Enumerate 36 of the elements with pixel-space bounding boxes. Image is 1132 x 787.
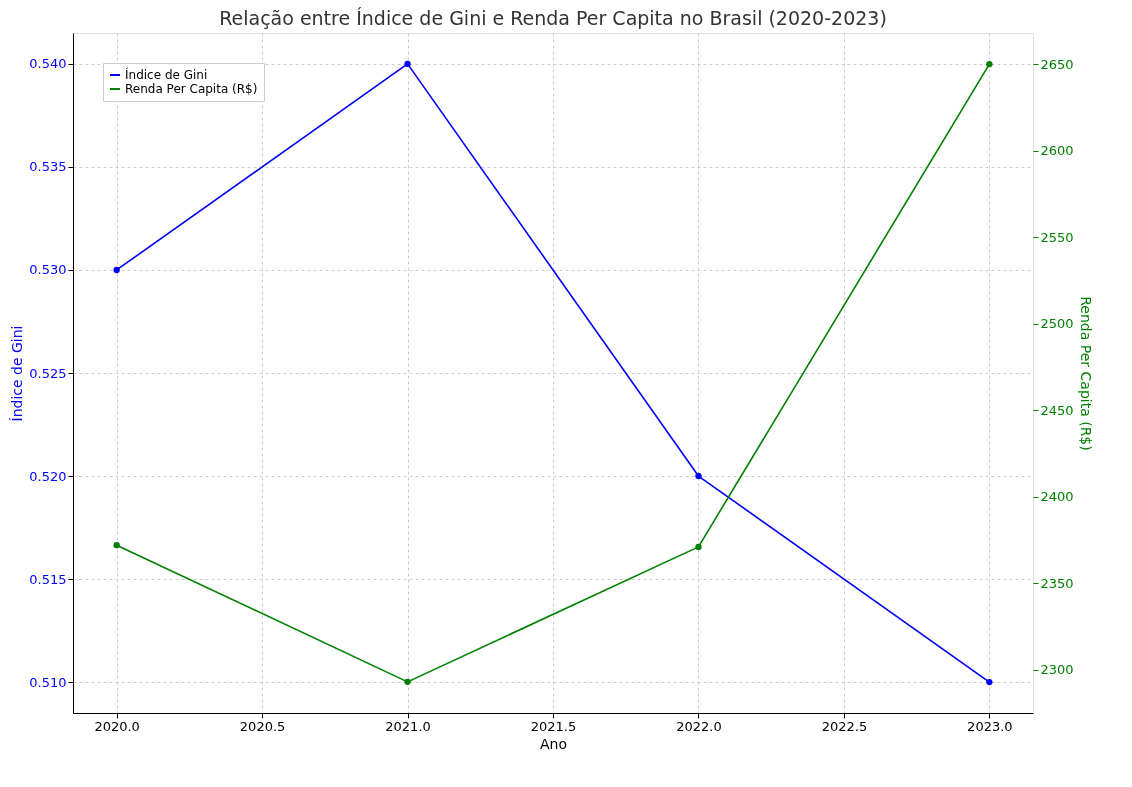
x-tick-label: 2022.5 [821, 718, 868, 734]
x-tick-label: 2022.0 [676, 718, 722, 734]
point [986, 678, 993, 686]
y-tick-label: 0.510 [29, 674, 67, 690]
legend-label: Índice de Gini [125, 67, 208, 82]
x-axis-title: Ano [539, 735, 568, 752]
chart-title: Relação entre Índice de Gini e Renda Per Capita no Brasil (2020-2023) [219, 7, 887, 29]
point [404, 678, 411, 686]
y2-axis-title: Renda Per Capita (R$) [1077, 296, 1094, 451]
y2-tick-label: 2450 [1040, 402, 1074, 418]
y2-tick-label: 2300 [1040, 662, 1074, 678]
x-tick-label: 2021.5 [530, 718, 577, 734]
y2-tick-label: 2550 [1040, 229, 1074, 245]
y-tick-label: 0.515 [29, 571, 67, 587]
y-tick-label: 0.535 [29, 159, 67, 175]
y2-tick-label: 2650 [1040, 56, 1074, 72]
point [404, 60, 411, 68]
y2-tick-label: 2350 [1040, 575, 1074, 591]
legend-label: Renda Per Capita (R$) [125, 82, 258, 96]
y-tick-label: 0.525 [29, 365, 67, 381]
y2-tick-label: 2400 [1040, 489, 1074, 505]
point [113, 266, 120, 274]
point [113, 542, 120, 549]
x-tick-label: 2020.0 [94, 718, 140, 734]
point [695, 472, 702, 480]
y-tick-label: 0.530 [29, 262, 67, 278]
x-tick-label: 2021.0 [385, 718, 431, 734]
point [986, 60, 993, 68]
y2-tick-label: 2500 [1040, 316, 1074, 332]
x-tick-label: 2023.0 [967, 718, 1013, 734]
y2-tick-label: 2600 [1040, 143, 1074, 159]
y-axis-title: Índice de Gini [9, 325, 26, 422]
y-tick-label: 0.520 [29, 468, 67, 484]
x-tick-label: 2020.5 [239, 718, 286, 734]
point [695, 543, 702, 551]
y-tick-label: 0.540 [29, 56, 67, 72]
